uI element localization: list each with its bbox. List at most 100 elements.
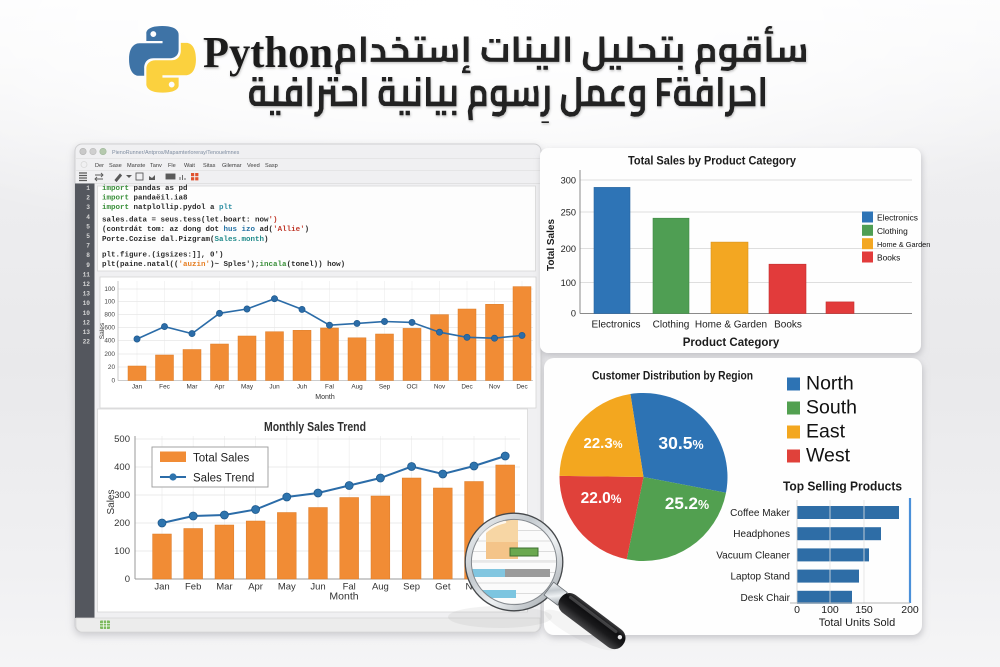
svg-text:Home & Garden: Home & Garden [695, 320, 767, 331]
svg-text:Dec: Dec [461, 384, 473, 391]
svg-text:Total Sales by Product Categor: Total Sales by Product Category [628, 154, 796, 168]
svg-text:200: 200 [104, 351, 115, 358]
svg-text:25.2%: 25.2% [665, 494, 709, 513]
svg-text:0: 0 [571, 309, 576, 319]
svg-text:Nov: Nov [489, 384, 501, 391]
svg-text:Feb: Feb [185, 582, 201, 593]
svg-text:Sales Trend: Sales Trend [193, 473, 254, 485]
svg-text:import pandas as pd: import pandas as pd [102, 185, 188, 193]
svg-text:3: 3 [86, 204, 90, 211]
svg-text:13: 13 [83, 329, 91, 336]
svg-text:12: 12 [83, 319, 91, 326]
svg-text:Juh: Juh [297, 384, 308, 391]
svg-text:Sasp: Sasp [265, 163, 278, 169]
svg-text:400: 400 [114, 462, 130, 473]
svg-text:7: 7 [86, 243, 90, 250]
svg-text:5: 5 [86, 233, 90, 240]
svg-text:200: 200 [901, 604, 919, 616]
svg-text:100: 100 [114, 546, 130, 557]
svg-text:Jan: Jan [132, 384, 143, 391]
svg-text:Nov: Nov [434, 384, 446, 391]
svg-text:Dec: Dec [516, 384, 528, 391]
svg-text:Wait: Wait [184, 163, 195, 169]
svg-text:Coffee Maker: Coffee Maker [730, 508, 791, 519]
svg-text:Customer Distribution by Regio: Customer Distribution by Region [592, 369, 753, 383]
svg-text:Sitas: Sitas [203, 163, 216, 169]
svg-text:Laptop Stand: Laptop Stand [731, 572, 791, 583]
svg-text:22: 22 [83, 339, 91, 346]
svg-text:Monthly Sales Trend: Monthly Sales Trend [264, 419, 366, 434]
svg-text:Sep: Sep [403, 582, 420, 593]
svg-text:0: 0 [794, 604, 800, 616]
svg-text:May: May [278, 582, 296, 593]
svg-text:Electronics: Electronics [592, 320, 641, 331]
svg-text:Fal: Fal [325, 384, 334, 391]
svg-text:West: West [806, 445, 851, 467]
svg-text:150: 150 [855, 604, 873, 616]
svg-text:250: 250 [561, 208, 576, 218]
svg-text:400: 400 [104, 338, 115, 345]
svg-text:Tanv: Tanv [150, 163, 162, 169]
svg-text:22.3%: 22.3% [584, 435, 623, 452]
svg-text:300: 300 [561, 176, 576, 186]
svg-text:Sase: Sase [109, 163, 122, 169]
svg-text:100: 100 [104, 286, 115, 293]
svg-text:Product Category: Product Category [683, 337, 780, 349]
svg-text:Headphones: Headphones [733, 529, 790, 540]
svg-text:10: 10 [83, 310, 91, 317]
svg-text:600: 600 [104, 325, 115, 332]
svg-text:22.0%: 22.0% [581, 490, 622, 507]
svg-text:30.5%: 30.5% [658, 433, 703, 453]
svg-text:Sales: Sales [106, 489, 117, 514]
svg-text:sales.data = seus.tess(let.boa: sales.data = seus.tess(let.boart: now') [102, 217, 278, 225]
svg-text:5: 5 [86, 223, 90, 230]
svg-text:11: 11 [83, 271, 91, 278]
svg-text:Desk Chair: Desk Chair [741, 593, 791, 604]
svg-text:Apr: Apr [248, 582, 263, 593]
svg-text:Total Sales: Total Sales [193, 453, 250, 465]
svg-text:0: 0 [125, 574, 130, 585]
svg-text:Porte.Cozise dal.Pizgram(Sales: Porte.Cozise dal.Pizgram(Sales.month) [102, 236, 269, 244]
svg-text:OCl: OCl [406, 384, 417, 391]
svg-text:Mar: Mar [216, 582, 232, 593]
svg-text:Fec: Fec [159, 384, 170, 391]
svg-text:Clothing: Clothing [653, 320, 690, 331]
svg-text:Sales: Sales [99, 322, 106, 339]
svg-text:Vacuum Cleaner: Vacuum Cleaner [716, 550, 790, 561]
svg-text:10: 10 [83, 300, 91, 307]
svg-text:May: May [241, 384, 254, 391]
svg-text:import natplollip.pydol a plt: import natplollip.pydol a plt [102, 204, 233, 212]
svg-text:200: 200 [561, 244, 576, 254]
svg-text:Aug: Aug [351, 384, 363, 391]
svg-text:Get: Get [435, 582, 451, 593]
svg-text:Books: Books [877, 253, 900, 263]
svg-text:0: 0 [111, 378, 115, 385]
svg-text:9: 9 [86, 262, 90, 269]
svg-text:Books: Books [774, 320, 802, 331]
svg-text:Der: Der [95, 163, 104, 169]
svg-text:12: 12 [83, 281, 91, 288]
svg-text:PienoRunner/Antpros/Mapamterlo: PienoRunner/Antpros/Mapamterloreray/Teno… [112, 150, 240, 156]
svg-text:Jan: Jan [154, 582, 169, 593]
svg-text:plt(paine.natal(('auzin')~ Spl: plt(paine.natal(('auzin')~ Sples');incal… [102, 261, 345, 269]
svg-text:100: 100 [821, 604, 839, 616]
svg-text:300: 300 [114, 490, 130, 501]
svg-text:import pandaëil.ia8: import pandaëil.ia8 [102, 194, 188, 202]
svg-text:(contrdát tom: az dong dot hus: (contrdát tom: az dong dot hus izo ad('A… [102, 226, 309, 234]
svg-text:Python: Python [203, 28, 333, 77]
svg-text:Electronics: Electronics [877, 213, 918, 223]
svg-text:4: 4 [86, 214, 90, 221]
svg-text:200: 200 [114, 518, 130, 529]
svg-text:500: 500 [114, 434, 130, 445]
svg-text:8: 8 [86, 252, 90, 259]
svg-text:100: 100 [104, 299, 115, 306]
svg-text:Total Units Sold: Total Units Sold [819, 617, 895, 629]
svg-text:800: 800 [104, 312, 115, 319]
svg-text:plt.figure.(igsizes:]], 0'): plt.figure.(igsizes:]], 0') [102, 251, 224, 259]
svg-text:Manste: Manste [127, 163, 145, 169]
svg-text:Jun: Jun [310, 582, 325, 593]
svg-text:Mar: Mar [186, 384, 198, 391]
svg-text:Veed: Veed [247, 163, 260, 169]
svg-text:20: 20 [108, 364, 116, 371]
svg-text:13: 13 [83, 291, 91, 298]
